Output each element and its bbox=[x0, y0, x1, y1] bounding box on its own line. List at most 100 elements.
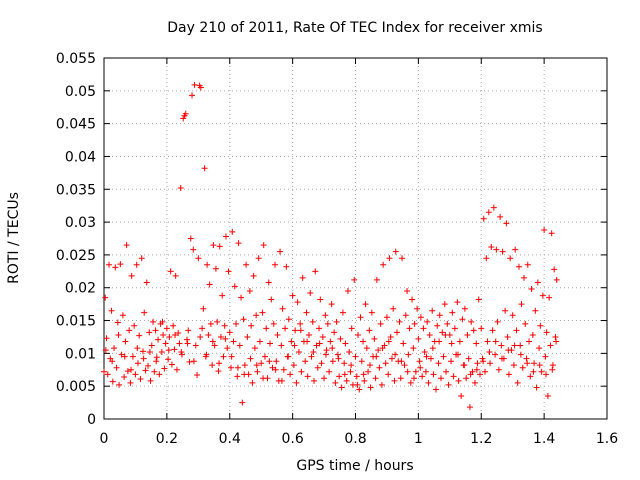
data-point bbox=[376, 364, 383, 371]
data-point bbox=[479, 355, 486, 362]
data-point bbox=[133, 261, 140, 268]
data-point bbox=[482, 368, 489, 375]
data-point bbox=[492, 351, 499, 358]
data-point bbox=[176, 340, 183, 347]
data-point bbox=[527, 373, 534, 380]
data-point bbox=[478, 325, 485, 332]
data-point bbox=[272, 366, 279, 373]
data-point bbox=[119, 312, 126, 319]
data-point bbox=[334, 351, 341, 358]
data-point bbox=[361, 377, 368, 384]
data-point bbox=[549, 362, 556, 369]
data-point bbox=[365, 368, 372, 375]
data-point bbox=[221, 322, 228, 329]
data-point bbox=[393, 329, 400, 336]
data-point bbox=[530, 368, 537, 375]
data-point bbox=[385, 338, 392, 345]
data-point bbox=[251, 345, 258, 352]
data-point bbox=[269, 364, 276, 371]
data-point bbox=[444, 320, 451, 327]
data-point bbox=[380, 261, 387, 268]
data-point bbox=[541, 226, 548, 233]
data-point bbox=[539, 292, 546, 299]
data-point bbox=[467, 371, 474, 378]
data-point bbox=[518, 301, 525, 308]
x-tick-label: 1.6 bbox=[596, 431, 618, 447]
data-point bbox=[290, 362, 297, 369]
data-point bbox=[278, 377, 285, 384]
data-point bbox=[415, 335, 422, 342]
data-point bbox=[159, 318, 166, 325]
data-point bbox=[249, 379, 256, 386]
data-point bbox=[383, 314, 390, 321]
chart-title: Day 210 of 2011, Rate Of TEC Index for r… bbox=[167, 20, 542, 36]
data-point bbox=[118, 351, 125, 358]
data-point bbox=[366, 362, 373, 369]
data-point bbox=[280, 366, 287, 373]
data-point bbox=[177, 184, 184, 191]
x-tick-label: 1.4 bbox=[533, 431, 555, 447]
data-point bbox=[205, 331, 212, 338]
data-point bbox=[209, 338, 216, 345]
data-point bbox=[523, 355, 530, 362]
data-point bbox=[411, 320, 418, 327]
data-point bbox=[191, 81, 198, 88]
data-point bbox=[291, 342, 298, 349]
data-point bbox=[328, 301, 335, 308]
data-point bbox=[225, 268, 232, 275]
x-tick-label: 0.4 bbox=[219, 431, 241, 447]
data-point bbox=[490, 204, 497, 211]
data-point bbox=[104, 371, 111, 378]
data-point bbox=[209, 362, 216, 369]
y-tick-label: 0.025 bbox=[56, 248, 96, 264]
data-point bbox=[387, 333, 394, 340]
data-point bbox=[115, 331, 122, 338]
data-points bbox=[101, 81, 560, 411]
x-tick-label: 1 bbox=[414, 431, 423, 447]
data-point bbox=[329, 345, 336, 352]
data-point bbox=[529, 331, 536, 338]
data-point bbox=[430, 371, 437, 378]
data-point bbox=[329, 358, 336, 365]
data-point bbox=[184, 340, 191, 347]
data-point bbox=[514, 379, 521, 386]
data-point bbox=[474, 360, 481, 367]
data-point bbox=[367, 384, 374, 391]
data-point bbox=[348, 362, 355, 369]
data-point bbox=[274, 331, 281, 338]
data-point bbox=[375, 347, 382, 354]
data-point bbox=[537, 322, 544, 329]
data-point bbox=[515, 263, 522, 270]
data-point bbox=[312, 268, 319, 275]
data-point bbox=[143, 279, 150, 286]
data-point bbox=[222, 335, 229, 342]
data-point bbox=[263, 325, 270, 332]
data-point bbox=[207, 320, 214, 327]
data-point bbox=[356, 386, 363, 393]
data-point bbox=[386, 255, 393, 262]
data-point bbox=[265, 279, 272, 286]
data-point bbox=[186, 358, 193, 365]
data-point bbox=[210, 242, 217, 249]
data-point bbox=[228, 364, 235, 371]
data-point bbox=[551, 266, 558, 273]
data-point bbox=[298, 368, 305, 375]
data-point bbox=[172, 272, 179, 279]
grid bbox=[104, 58, 607, 419]
data-point bbox=[189, 92, 196, 99]
data-point bbox=[134, 360, 141, 367]
data-point bbox=[317, 296, 324, 303]
data-point bbox=[141, 309, 148, 316]
data-point bbox=[211, 342, 218, 349]
y-tick-label: 0.02 bbox=[65, 281, 96, 297]
data-point bbox=[509, 312, 516, 319]
data-point bbox=[454, 299, 461, 306]
data-point bbox=[466, 404, 473, 411]
data-point bbox=[424, 318, 431, 325]
data-point bbox=[385, 371, 392, 378]
data-point bbox=[548, 230, 555, 237]
data-point bbox=[499, 248, 506, 255]
data-point bbox=[166, 333, 173, 340]
data-point bbox=[391, 377, 398, 384]
